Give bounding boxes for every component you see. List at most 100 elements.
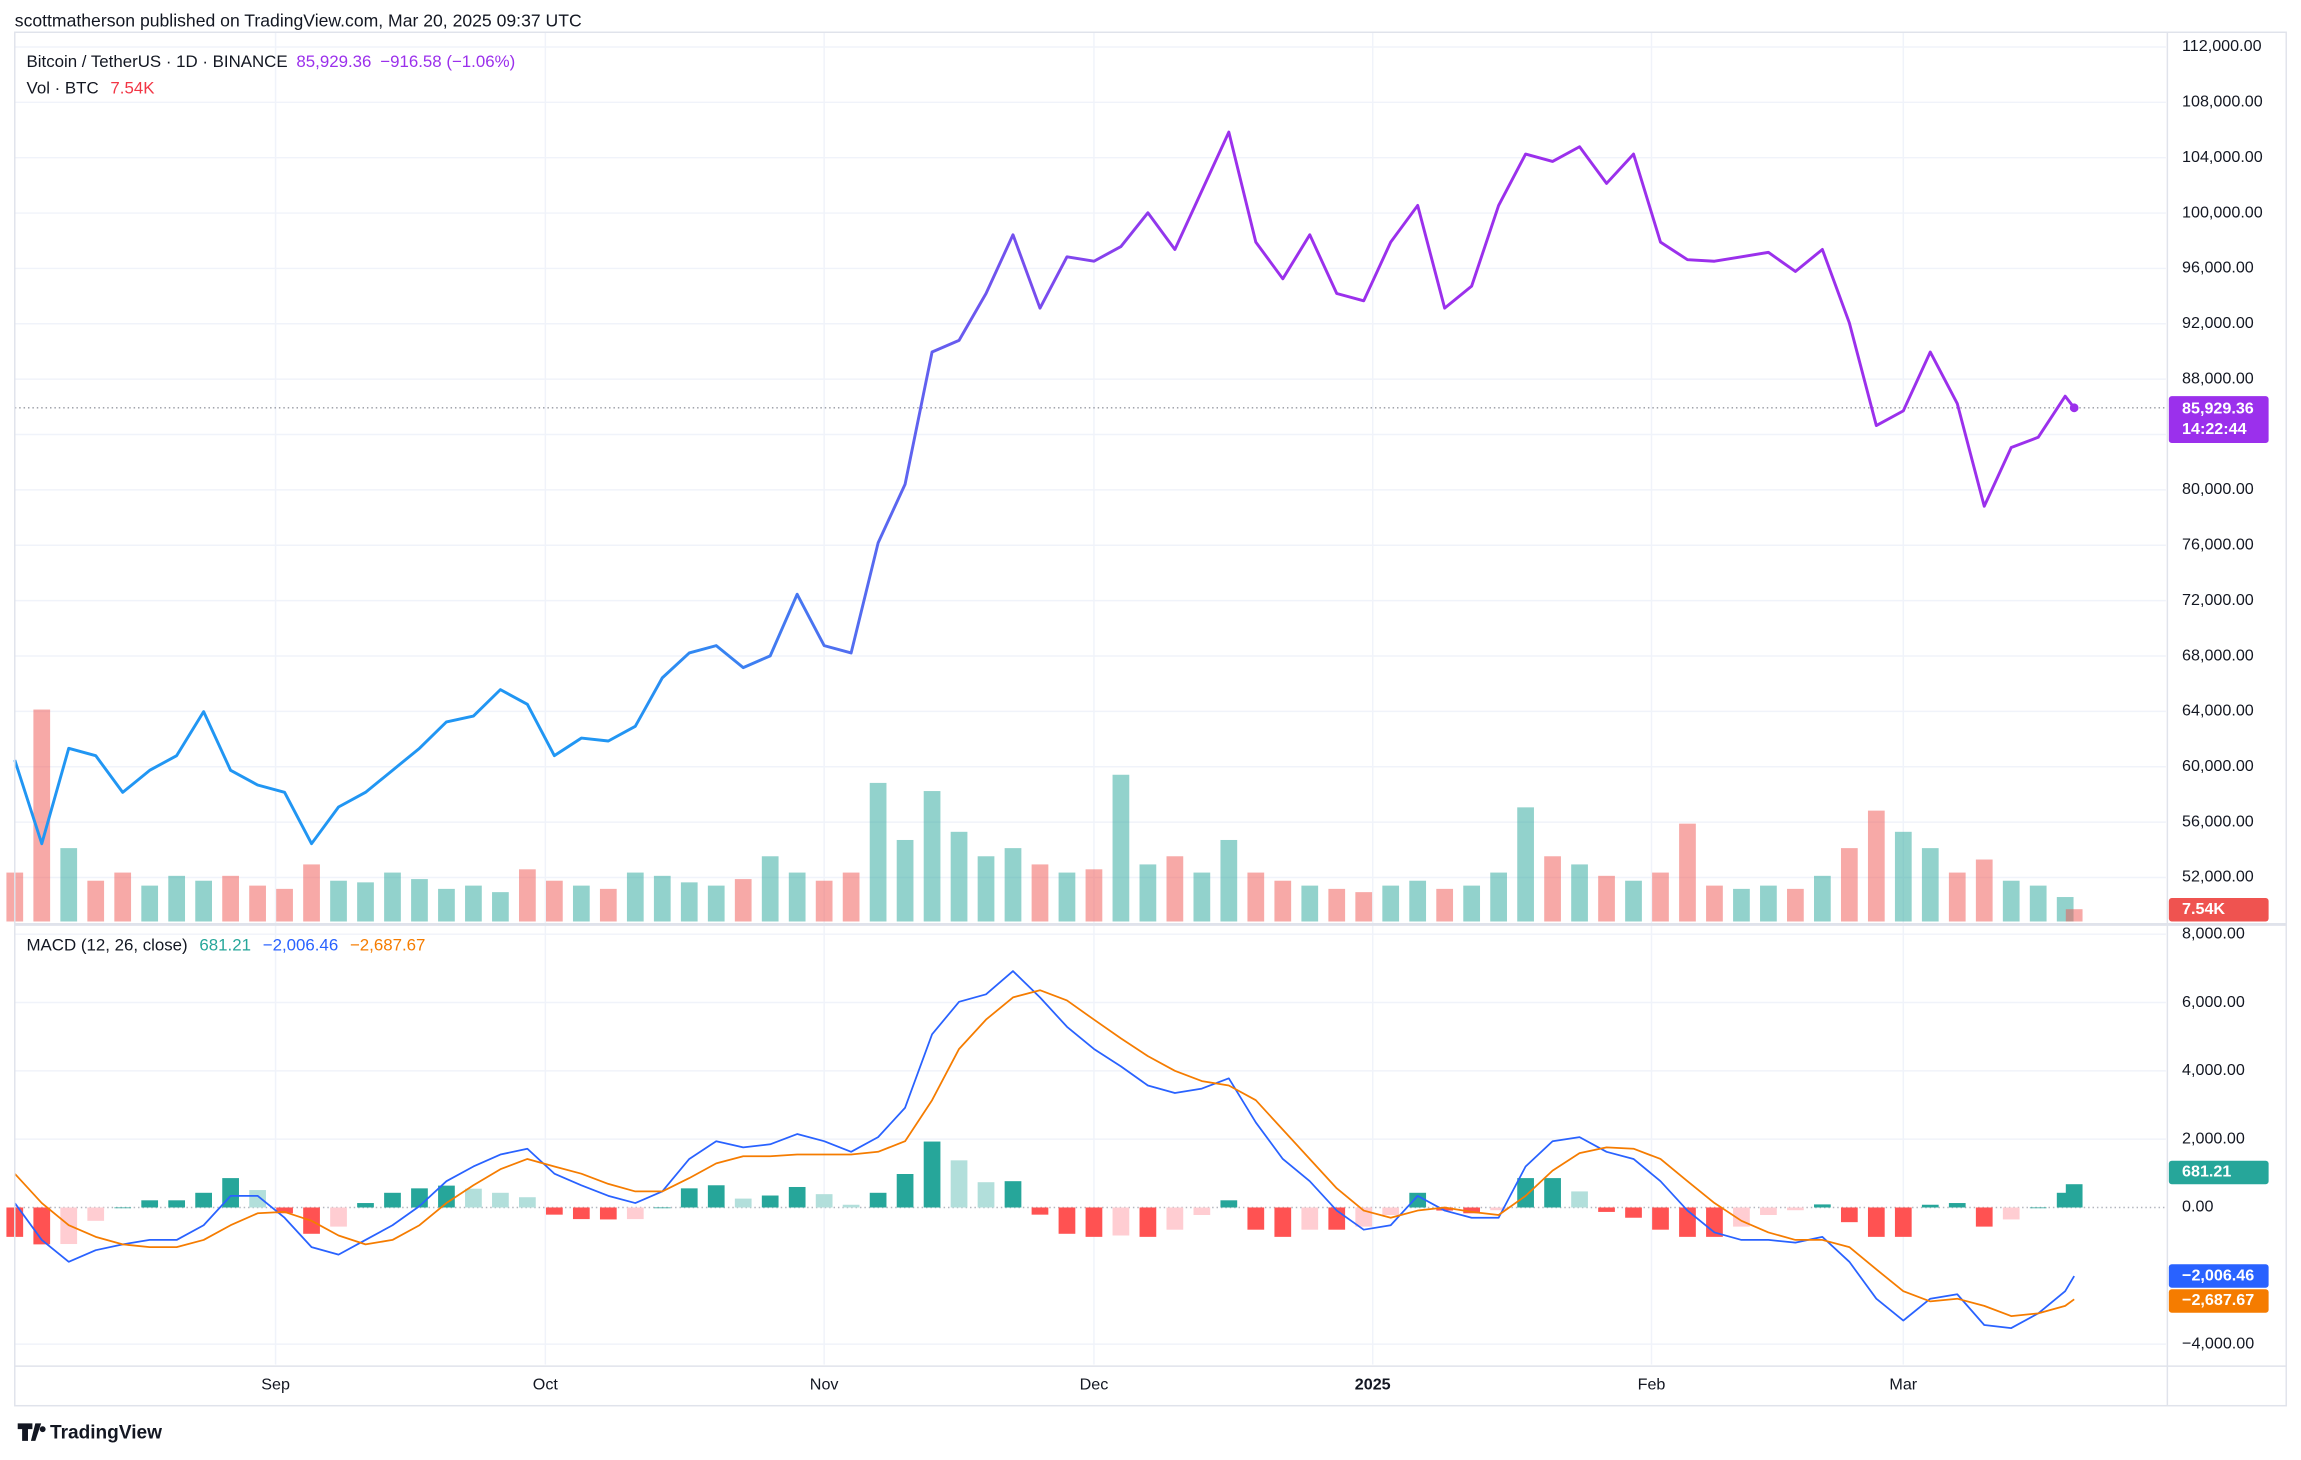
y-tick-label: 108,000.00	[2182, 93, 2263, 111]
volume-bar	[303, 864, 320, 922]
volume-bar	[1517, 807, 1534, 922]
histogram-bar	[168, 1200, 186, 1208]
volume-bar	[545, 880, 563, 922]
macd-tick-label: 6,000.00	[2182, 993, 2245, 1011]
histogram-bar	[1139, 1207, 1157, 1237]
histogram-bar	[330, 1207, 347, 1227]
volume-bar	[572, 885, 590, 922]
volume-bar	[384, 872, 401, 922]
histogram-bar	[1382, 1207, 1400, 1215]
hist-badge-bg	[2168, 1160, 2269, 1185]
y-tick-label: 72,000.00	[2182, 591, 2254, 609]
histogram-bar	[1760, 1207, 1777, 1215]
volume-bar	[330, 880, 347, 922]
histogram-bar	[653, 1207, 671, 1209]
volume-bar	[1760, 885, 1777, 922]
volume-bar	[465, 885, 482, 922]
histogram-bar	[1975, 1207, 1993, 1227]
histogram-bar	[734, 1198, 752, 1208]
volume-bar	[1787, 888, 1804, 922]
volume-bar	[1166, 856, 1184, 922]
macd-tick-label: −4,000.00	[2182, 1334, 2254, 1352]
volume-title: Vol · BTC	[27, 79, 99, 98]
volume-bar	[1085, 869, 1103, 922]
volume-last: 7.54K	[110, 79, 155, 98]
volume-bar	[1382, 885, 1400, 922]
volume-bar	[1112, 774, 1130, 922]
histogram-bar	[1490, 1207, 1507, 1211]
volume-bar	[492, 892, 509, 922]
histogram-bar	[1409, 1192, 1427, 1208]
volume-bar	[1571, 864, 1588, 922]
volume-bar	[1274, 880, 1292, 922]
histogram-bar	[1085, 1207, 1103, 1237]
volume-bar	[1921, 848, 1939, 922]
histogram-bar	[1220, 1200, 1238, 1208]
histogram-bar	[977, 1182, 995, 1208]
histogram-bar	[1274, 1207, 1292, 1237]
signal-last: −2,687.67	[350, 936, 425, 955]
last-price: 85,929.36	[296, 53, 371, 72]
legend-main: Bitcoin / TetherUS · 1D · BINANCE 85,929.…	[27, 53, 516, 72]
histogram-bar	[1948, 1203, 1966, 1208]
x-tick-label: Nov	[810, 1375, 839, 1393]
histogram-bar	[1787, 1207, 1804, 1211]
price-line	[13, 130, 2076, 846]
volume-bar	[896, 839, 914, 922]
histogram-bar	[923, 1141, 941, 1208]
macd-title: MACD (12, 26, close)	[27, 936, 188, 955]
volume-bar	[2002, 880, 2020, 922]
volume-bar	[1652, 872, 1669, 922]
y-tick-label: 56,000.00	[2182, 812, 2254, 830]
histogram-bar	[1571, 1191, 1588, 1208]
histogram-bar	[1058, 1207, 1076, 1234]
volume-bar	[1328, 888, 1346, 922]
volume-bar	[1193, 872, 1211, 922]
volume-bar	[788, 872, 806, 922]
histogram-bar	[195, 1192, 212, 1208]
histogram-bar	[2065, 1184, 2083, 1208]
histogram-bar	[572, 1207, 590, 1220]
y-tick-label: 64,000.00	[2182, 702, 2254, 720]
volume-bar	[1840, 848, 1858, 922]
volume-bar	[438, 888, 455, 922]
histogram-bar	[1193, 1207, 1211, 1215]
price-badge: 85,929.36	[2182, 400, 2254, 418]
volume-bar	[761, 856, 779, 922]
histogram-bar	[626, 1207, 644, 1220]
volume-bar	[1975, 859, 1993, 922]
histogram-bar	[1652, 1207, 1669, 1230]
brand-logo	[17, 1423, 46, 1441]
histogram-bar	[114, 1207, 132, 1209]
volume-bar	[141, 885, 159, 922]
histogram-bar	[1247, 1207, 1265, 1230]
x-tick-label: Feb	[1638, 1375, 1666, 1393]
histogram-bar	[1598, 1207, 1615, 1212]
volume-bar	[1004, 848, 1022, 922]
histogram-bar	[1867, 1207, 1885, 1237]
signal-badge: −2,687.67	[2182, 1291, 2254, 1309]
volume-bar	[1058, 872, 1076, 922]
volume-bar	[1894, 831, 1912, 922]
histogram-bar	[950, 1160, 968, 1208]
symbol-title: Bitcoin / TetherUS · 1D · BINANCE	[27, 53, 288, 72]
volume-bar	[87, 880, 105, 922]
histogram-bar	[1814, 1204, 1831, 1208]
histogram-bar	[411, 1188, 428, 1208]
attribution: scottmatherson published on TradingView.…	[15, 11, 582, 31]
brand: TradingView	[17, 1423, 162, 1444]
histogram-bar	[545, 1207, 563, 1215]
volume-bar	[1355, 892, 1373, 922]
volume-bar	[1490, 872, 1507, 922]
y-tick-label: 92,000.00	[2182, 314, 2254, 332]
volume-bar	[249, 885, 266, 922]
y-tick-label: 100,000.00	[2182, 203, 2263, 221]
y-tick-label: 104,000.00	[2182, 148, 2263, 166]
volume-bar	[1867, 810, 1885, 922]
histogram-bar	[1625, 1207, 1642, 1218]
volume-badge-bg	[2168, 898, 2269, 922]
histogram-bar	[141, 1200, 159, 1208]
histogram-bar	[1544, 1178, 1561, 1208]
x-tick-label: Mar	[1889, 1375, 1917, 1393]
